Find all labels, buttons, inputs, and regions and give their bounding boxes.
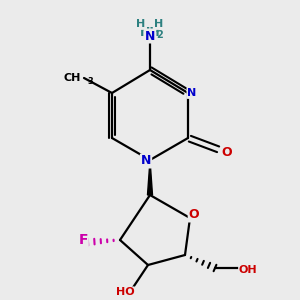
Text: CH: CH xyxy=(64,73,81,83)
Text: F: F xyxy=(78,233,88,247)
Text: H: H xyxy=(136,19,146,29)
Text: H: H xyxy=(154,19,164,29)
Text: HO: HO xyxy=(116,287,134,297)
Text: N: N xyxy=(141,154,151,167)
Text: 3: 3 xyxy=(87,76,93,85)
Text: O: O xyxy=(189,208,199,221)
Text: NH: NH xyxy=(140,26,160,38)
Text: N: N xyxy=(145,29,155,43)
Polygon shape xyxy=(148,160,152,195)
Text: O: O xyxy=(222,146,232,158)
Text: N: N xyxy=(188,88,196,98)
Text: 2: 2 xyxy=(157,30,164,40)
Text: OH: OH xyxy=(239,265,257,275)
